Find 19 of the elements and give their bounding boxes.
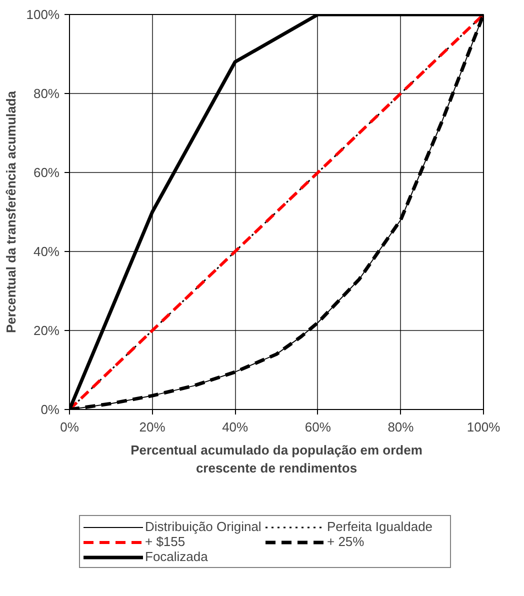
y-tick-label: 60%	[33, 165, 60, 180]
legend-label: Perfeita Igualdade	[327, 519, 434, 534]
x-tick-label: 100%	[466, 420, 501, 434]
y-tick-label: 100%	[26, 7, 60, 22]
x-tick-label: 80%	[388, 420, 414, 434]
x-tick-label: 60%	[304, 420, 332, 434]
y-axis-title: Percentual da transferência acumulada	[3, 90, 18, 334]
x-tick-label: 20%	[139, 420, 166, 434]
x-tick-label: 40%	[222, 420, 249, 434]
y-tick-label: 80%	[33, 86, 60, 101]
legend-label: + $155	[145, 534, 186, 549]
y-tick-label: 20%	[33, 323, 60, 338]
y-tick-label: 0%	[40, 402, 60, 417]
legend-label: + 25%	[327, 534, 366, 549]
legend-label: Focalizada	[145, 549, 209, 564]
x-axis-title: Percentual acumulado da população em ordem crescente de rendimentos	[130, 442, 422, 476]
legend-label: Distribuição Original	[145, 519, 262, 534]
y-tick-label: 40%	[33, 244, 60, 259]
x-tick-label: 0%	[60, 420, 80, 434]
